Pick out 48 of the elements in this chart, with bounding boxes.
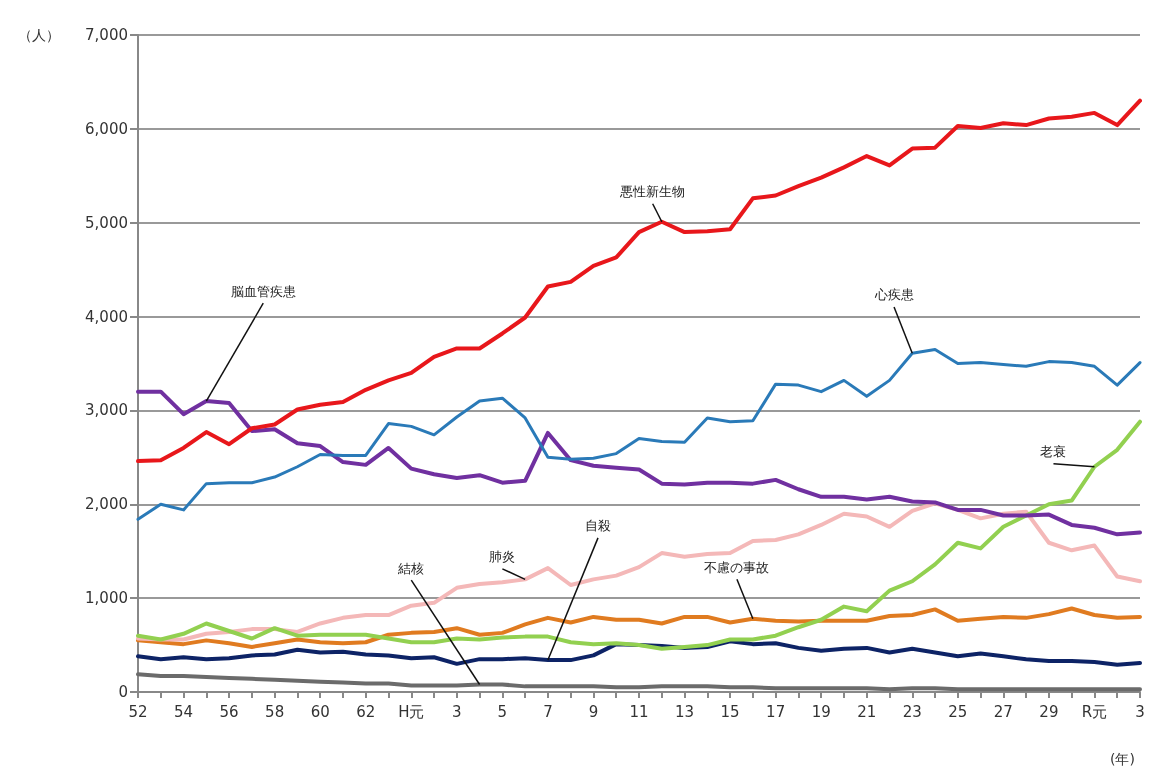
x-tick-label: 19 [811,702,831,721]
x-tick-label: 7 [543,702,553,721]
y-tick-label: 6,000 [85,119,128,138]
y-tick-label: 7,000 [85,26,128,44]
x-tick-label: 13 [675,702,695,721]
text: 悪性新生物 [619,184,686,200]
line-series [136,419,1142,651]
x-tick-label: 23 [902,702,922,721]
y-tick-label: 2,000 [85,495,128,514]
x-tick-label: 15 [720,702,740,721]
line-series [136,347,1142,521]
x-tick-label: 62 [356,702,376,721]
x-tick-label: 11 [629,702,649,721]
x-tick-label: 27 [993,702,1013,721]
text: 脳血管疾患 [230,283,296,299]
y-axis-title: （人） [18,27,60,43]
x-tick-label: 58 [265,702,285,721]
x-tick-label: 52 [128,702,148,721]
y-tick-label: 1,000 [85,589,128,608]
x-tick-label: 29 [1039,702,1059,721]
y-tick-label: 0 [118,683,128,701]
text: 結核 [397,560,425,576]
line-series [136,606,1142,649]
y-tick-label: 3,000 [85,401,128,420]
series-label: 肺炎 [489,549,516,565]
line-series [136,98,1142,464]
x-tick-label: H元 [398,702,425,721]
text: 心疾患 [873,287,914,303]
x-axis-title: (年) [1110,751,1135,766]
x-tick-label: 3 [452,702,462,721]
x-tick-label: 3 [1135,702,1145,721]
x-tick-label: 56 [219,702,239,721]
line-series [136,389,1142,537]
line-series [136,501,1142,642]
line-series [136,639,1142,667]
x-tick-label: 5 [497,702,508,721]
x-tick-label: 60 [310,702,330,721]
text: 不慮の事故 [704,559,770,575]
y-tick-label: 4,000 [85,307,128,326]
x-tick-label: 54 [174,702,194,721]
x-tick-label: 21 [857,702,877,721]
x-tick-label: 9 [588,702,599,721]
x-tick-label: R元 [1081,702,1108,721]
text: 老衰 [1040,444,1067,460]
y-tick-label: 5,000 [85,213,128,232]
x-tick-label: 17 [766,702,786,721]
x-tick-label: 25 [948,702,968,721]
text: 自殺 [585,518,612,534]
